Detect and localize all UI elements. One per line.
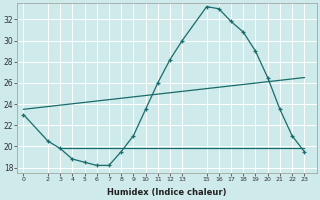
X-axis label: Humidex (Indice chaleur): Humidex (Indice chaleur) [107,188,227,197]
